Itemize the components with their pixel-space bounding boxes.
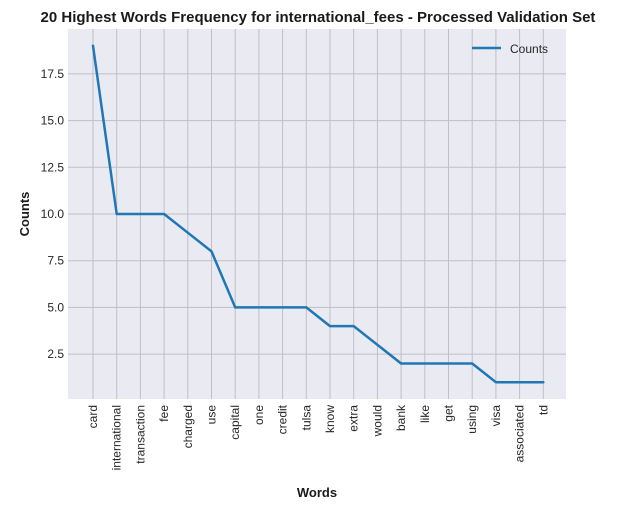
x-tick-label: using [465, 405, 479, 434]
y-tick-label: 5.0 [47, 300, 64, 314]
x-tick-label: would [370, 405, 384, 437]
x-tick-label: charged [181, 405, 195, 448]
x-tick-label: like [418, 405, 432, 423]
x-tick-label: card [86, 405, 100, 428]
x-tick-label: tulsa [299, 405, 313, 431]
x-axis-ticks: card international transaction fee charged us… [86, 404, 550, 470]
x-tick-label: transaction [133, 405, 147, 464]
x-tick-label: capital [228, 405, 242, 440]
x-tick-label: fee [157, 405, 171, 422]
y-tick-label: 12.5 [41, 160, 65, 174]
x-tick-label: visa [489, 405, 503, 427]
x-tick-label: associated [513, 405, 527, 462]
x-tick-label: use [205, 405, 219, 425]
y-axis-ticks: 2.5 5.0 7.5 10.0 12.5 15.0 17.5 [41, 67, 65, 361]
x-tick-label: one [252, 405, 266, 425]
y-tick-label: 7.5 [47, 254, 64, 268]
x-tick-label: international [110, 405, 124, 470]
legend-label-counts: Counts [510, 42, 548, 56]
series-layer [91, 44, 545, 384]
series-line-counts [91, 44, 545, 384]
x-tick-label: get [442, 404, 456, 421]
y-tick-label: 2.5 [47, 347, 64, 361]
legend: Counts [472, 42, 548, 56]
x-tick-label: credit [276, 404, 290, 434]
y-tick-label: 10.0 [41, 207, 65, 221]
y-tick-label: 15.0 [41, 114, 65, 128]
x-tick-label: know [323, 405, 337, 433]
x-tick-label: td [536, 405, 550, 415]
y-axis-label: Counts [17, 192, 32, 237]
x-tick-label: bank [394, 404, 408, 431]
y-tick-label: 17.5 [41, 67, 65, 81]
chart-title: 20 Highest Words Frequency for internati… [41, 9, 596, 26]
x-tick-label: extra [347, 405, 361, 432]
x-axis-label: Words [297, 485, 337, 500]
